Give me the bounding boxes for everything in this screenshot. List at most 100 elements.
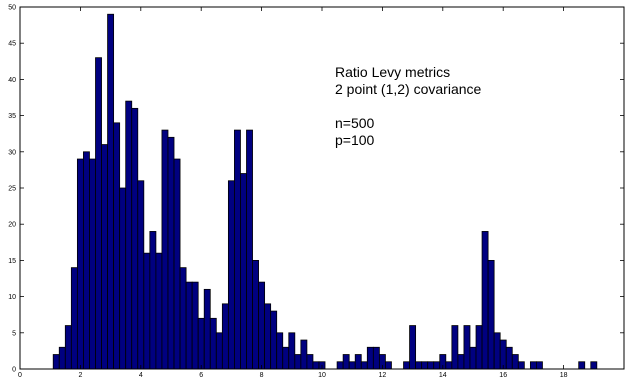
histogram-bar xyxy=(149,231,157,370)
histogram-bar xyxy=(529,361,537,370)
histogram-bar xyxy=(354,354,362,370)
histogram-bar xyxy=(505,346,513,370)
histogram-bar xyxy=(264,303,272,370)
x-axis-ticks: 0 2 4 6 8 10 12 14 16 18 xyxy=(18,7,568,379)
histogram-bar xyxy=(161,129,169,370)
histogram-bar xyxy=(113,122,121,370)
histogram-bar xyxy=(70,267,78,370)
x-tick-label: 0 xyxy=(18,372,22,379)
histogram-bar xyxy=(143,252,151,370)
x-tick-label: 14 xyxy=(439,372,447,379)
histogram-bar xyxy=(451,325,459,370)
y-tick-label: 35 xyxy=(8,113,16,120)
histogram-bar xyxy=(421,361,429,370)
histogram-bar xyxy=(246,129,253,370)
histogram-bar xyxy=(415,361,423,370)
histogram-bar xyxy=(403,361,410,370)
histogram-bar xyxy=(64,325,72,370)
histogram-bar xyxy=(294,354,302,370)
y-tick-label: 20 xyxy=(8,222,16,229)
histogram-bar xyxy=(101,144,108,370)
histogram-bar xyxy=(342,354,350,370)
histogram-bar xyxy=(95,57,102,370)
histogram-bar xyxy=(590,361,598,370)
histogram-bar xyxy=(360,361,368,370)
histogram-bar xyxy=(336,361,344,370)
y-tick-label: 5 xyxy=(12,330,16,337)
histogram-bar xyxy=(288,332,296,370)
histogram-bar xyxy=(306,354,314,370)
x-tick-label: 16 xyxy=(499,372,507,379)
histogram-bar xyxy=(221,303,229,370)
histogram-bar xyxy=(282,346,290,370)
y-tick-label: 50 xyxy=(8,5,16,12)
x-tick-label: 10 xyxy=(318,372,326,379)
histogram-bar xyxy=(252,259,259,370)
annotation-line: Ratio Levy metrics xyxy=(335,64,450,80)
histogram-bar xyxy=(258,281,266,370)
histogram-bar xyxy=(234,129,241,370)
y-axis-ticks: 0 5 10 15 20 25 30 35 40 45 50 xyxy=(8,5,624,374)
histogram-bar xyxy=(227,180,235,370)
histogram-bar xyxy=(125,100,133,370)
histogram-bar xyxy=(348,361,356,370)
histogram-bar xyxy=(366,346,374,370)
histogram-bar xyxy=(385,361,392,370)
histogram-bar xyxy=(457,354,465,370)
histogram-bar xyxy=(536,361,543,370)
histogram-bar xyxy=(372,346,380,370)
histogram-bar xyxy=(107,13,115,370)
histogram-bar xyxy=(240,173,247,370)
y-tick-label: 10 xyxy=(8,294,16,301)
x-tick-label: 2 xyxy=(78,372,82,379)
histogram-bar xyxy=(409,325,417,370)
histogram-bar xyxy=(89,158,96,370)
x-tick-label: 4 xyxy=(139,372,143,379)
histogram-bar xyxy=(493,332,501,370)
histogram-bar xyxy=(517,361,525,370)
histogram-bar xyxy=(83,151,90,370)
annotation-line: 2 point (1,2) covariance xyxy=(335,81,482,97)
histogram-bar xyxy=(433,361,441,370)
histogram-bar xyxy=(52,354,60,370)
y-tick-label: 25 xyxy=(8,186,16,193)
histogram-bar xyxy=(276,332,284,370)
y-tick-label: 30 xyxy=(8,149,16,156)
histogram-bar xyxy=(203,288,211,370)
histogram-bar xyxy=(191,281,199,370)
histogram-bar xyxy=(487,259,495,370)
histogram-bar xyxy=(197,317,205,370)
histogram-bar xyxy=(76,158,84,370)
histogram-bar xyxy=(475,325,483,370)
histogram-bar xyxy=(119,187,127,370)
histogram-bar xyxy=(463,325,471,370)
histogram-bar xyxy=(427,361,435,370)
y-tick-label: 15 xyxy=(8,258,16,265)
x-tick-label: 18 xyxy=(560,372,568,379)
y-tick-label: 40 xyxy=(8,77,16,84)
histogram-bar xyxy=(511,354,519,370)
histogram-bar xyxy=(300,339,308,370)
histogram-bar xyxy=(215,332,223,370)
y-tick-label: 45 xyxy=(8,41,16,48)
annotation-line: p=100 xyxy=(335,132,375,148)
histogram-bar xyxy=(185,281,193,370)
histogram-bar xyxy=(209,317,217,370)
histogram-bar xyxy=(469,346,477,370)
histogram-bar xyxy=(481,231,489,370)
histogram-bar xyxy=(58,346,66,370)
histogram-bar xyxy=(131,107,139,370)
x-tick-label: 8 xyxy=(260,372,264,379)
histogram-bar xyxy=(499,339,507,370)
y-tick-label: 0 xyxy=(12,367,16,374)
histogram-bar xyxy=(179,267,187,370)
histogram-bar xyxy=(167,136,175,370)
histogram-bar xyxy=(155,252,163,370)
histogram-bar xyxy=(312,361,320,370)
histogram-bar xyxy=(445,361,453,370)
x-tick-label: 12 xyxy=(379,372,387,379)
histogram-bar xyxy=(173,158,181,370)
histogram-bar xyxy=(270,310,278,370)
